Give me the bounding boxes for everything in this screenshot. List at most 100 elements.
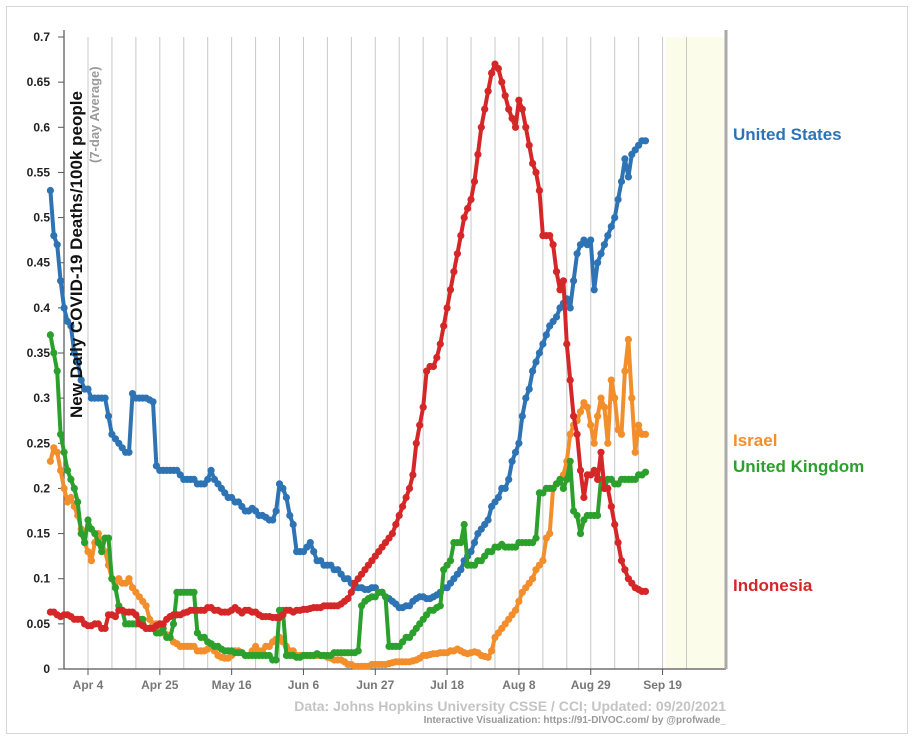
point-indonesia bbox=[552, 268, 561, 276]
point-indonesia bbox=[505, 105, 513, 113]
point-united-kingdom bbox=[46, 331, 55, 339]
x-tick-label: Jun 27 bbox=[356, 678, 394, 692]
point-united-kingdom bbox=[84, 516, 92, 524]
point-israel bbox=[631, 448, 639, 456]
point-indonesia bbox=[535, 186, 544, 195]
point-indonesia bbox=[440, 322, 448, 330]
y-tick-label: 0.35 bbox=[27, 346, 51, 360]
point-united-states bbox=[566, 304, 574, 312]
point-united-states bbox=[535, 349, 544, 357]
point-indonesia bbox=[344, 595, 352, 603]
y-axis-ticks: 0 0.05 0.1 0.15 0.2 0.25 0.3 0.35 0.4 0.45 0.5 0.55… bbox=[27, 30, 64, 676]
y-tick-label: 0.1 bbox=[33, 572, 50, 586]
point-united-states bbox=[511, 448, 520, 456]
point-indonesia bbox=[559, 277, 568, 285]
point-united-kingdom bbox=[98, 548, 106, 556]
point-united-states bbox=[289, 520, 297, 529]
point-united-kingdom bbox=[104, 534, 113, 542]
point-indonesia bbox=[399, 502, 407, 511]
point-united-states bbox=[529, 367, 537, 375]
point-united-states bbox=[269, 516, 277, 524]
point-united-states bbox=[272, 507, 280, 515]
point-united-kingdom bbox=[53, 367, 61, 375]
point-israel bbox=[57, 466, 65, 474]
point-israel bbox=[597, 394, 605, 402]
point-united-kingdom bbox=[169, 620, 178, 628]
label-indonesia: Indonesia bbox=[733, 576, 813, 595]
point-israel bbox=[546, 530, 554, 538]
point-indonesia bbox=[488, 69, 496, 77]
point-united-states bbox=[621, 155, 629, 163]
point-united-states bbox=[501, 484, 509, 492]
point-indonesia bbox=[515, 96, 523, 104]
x-tick-label: Apr 25 bbox=[141, 678, 179, 692]
point-united-kingdom bbox=[576, 530, 585, 538]
point-indonesia bbox=[409, 471, 417, 479]
x-axis-ticks: Apr 4 Apr 25 May 16 Jun 6 Jun 27 Jul 18 Aug 8 A… bbox=[73, 669, 682, 692]
point-indonesia bbox=[395, 511, 403, 520]
point-united-kingdom bbox=[457, 539, 465, 547]
point-indonesia bbox=[576, 466, 585, 474]
x-tick-label: Sep 19 bbox=[643, 678, 682, 692]
x-tick-label: Jun 6 bbox=[288, 678, 320, 692]
point-indonesia bbox=[464, 204, 472, 213]
y-tick-label: 0.15 bbox=[27, 527, 51, 541]
point-indonesia bbox=[416, 421, 424, 429]
point-united-states bbox=[624, 173, 633, 181]
point-united-kingdom bbox=[77, 530, 85, 538]
y-tick-label: 0.45 bbox=[27, 256, 51, 270]
point-israel bbox=[590, 439, 598, 447]
point-united-kingdom bbox=[563, 475, 571, 483]
point-indonesia bbox=[590, 466, 598, 474]
point-united-states bbox=[518, 412, 526, 420]
label-israel: Israel bbox=[733, 431, 777, 450]
point-united-states bbox=[570, 277, 578, 285]
point-united-kingdom bbox=[57, 430, 65, 438]
point-united-states bbox=[467, 548, 475, 556]
data-source: Data: Johns Hopkins University CSSE / CC… bbox=[294, 698, 726, 714]
point-indonesia bbox=[498, 78, 506, 86]
point-united-kingdom bbox=[166, 633, 174, 642]
point-israel bbox=[576, 408, 585, 416]
axes bbox=[63, 30, 728, 670]
point-israel bbox=[529, 575, 537, 583]
point-united-kingdom bbox=[60, 448, 68, 456]
point-israel bbox=[628, 394, 636, 402]
point-israel bbox=[511, 606, 520, 614]
point-united-kingdom bbox=[111, 584, 119, 592]
y-tick-label: 0.25 bbox=[27, 436, 51, 450]
point-israel bbox=[611, 394, 619, 402]
point-indonesia bbox=[522, 123, 530, 131]
y-axis-label: New Daily COVID-19 Deaths/100k people bbox=[67, 91, 86, 418]
point-united-kingdom bbox=[70, 484, 78, 492]
point-indonesia bbox=[436, 340, 444, 348]
point-united-states bbox=[67, 322, 75, 330]
point-united-states bbox=[125, 448, 133, 456]
point-united-states bbox=[532, 358, 540, 366]
point-united-states bbox=[594, 259, 602, 267]
point-indonesia bbox=[556, 286, 564, 294]
line-indonesia bbox=[48, 62, 648, 631]
point-indonesia bbox=[347, 588, 355, 596]
point-united-kingdom bbox=[354, 647, 362, 655]
point-united-states bbox=[286, 511, 294, 520]
gridlines bbox=[63, 37, 687, 669]
point-united-kingdom bbox=[594, 511, 602, 520]
y-tick-label: 0.4 bbox=[33, 301, 50, 315]
point-israel bbox=[641, 430, 650, 438]
series-lines bbox=[46, 60, 650, 670]
point-indonesia bbox=[518, 105, 526, 113]
point-united-states bbox=[590, 286, 598, 294]
point-israel bbox=[67, 493, 75, 502]
point-united-states bbox=[542, 331, 550, 339]
point-indonesia bbox=[594, 475, 602, 483]
point-indonesia bbox=[457, 232, 465, 240]
point-israel bbox=[539, 557, 547, 565]
point-indonesia bbox=[494, 65, 502, 73]
point-united-kingdom bbox=[460, 520, 468, 529]
point-indonesia bbox=[566, 376, 574, 384]
point-israel bbox=[635, 421, 643, 429]
point-indonesia bbox=[388, 530, 396, 538]
point-israel bbox=[87, 557, 95, 565]
point-united-kingdom bbox=[532, 534, 540, 542]
